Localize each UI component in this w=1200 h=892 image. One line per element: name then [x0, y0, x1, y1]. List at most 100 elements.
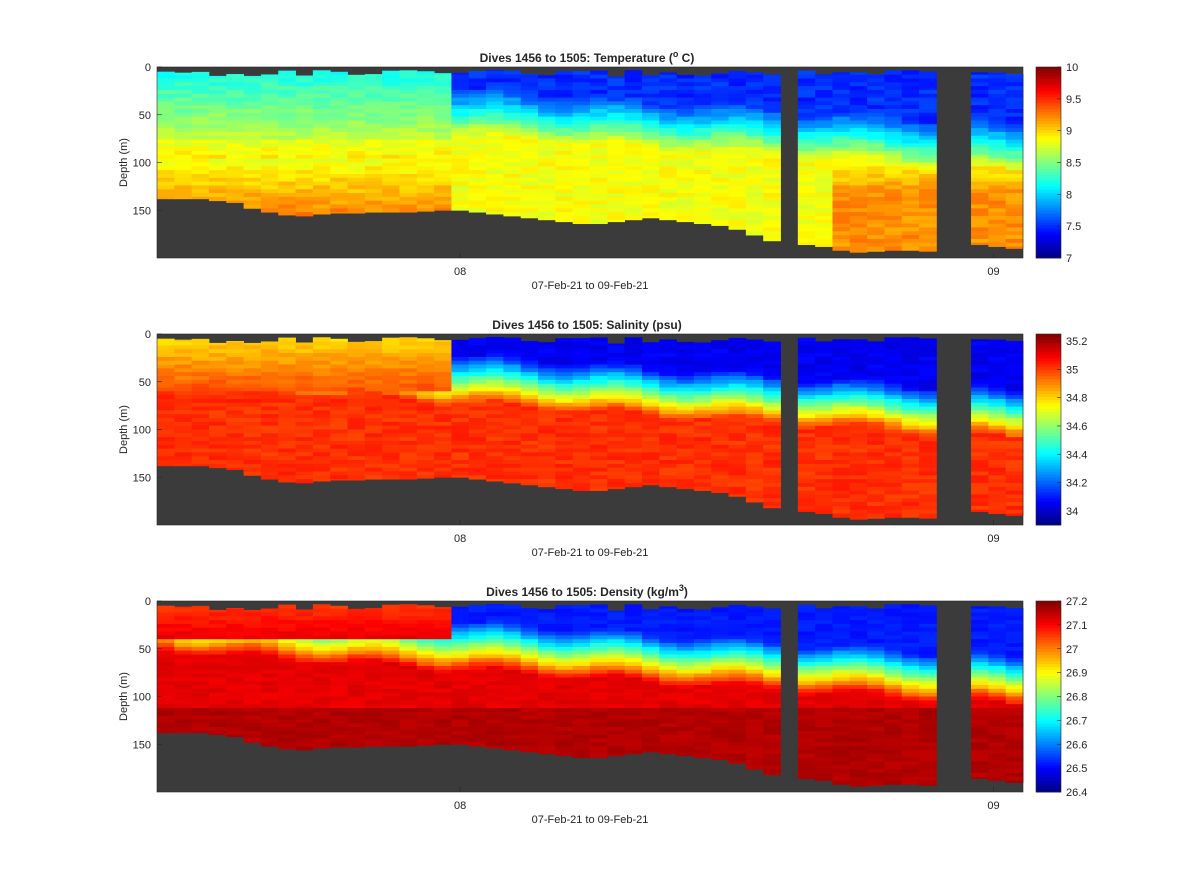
salinity-cell — [763, 414, 781, 419]
salinity-cell — [278, 372, 296, 377]
salinity-cell — [624, 460, 643, 465]
salinity-cell — [693, 353, 712, 358]
density-cell — [590, 662, 608, 667]
density-cell — [399, 738, 418, 743]
colorbar-segment — [1036, 420, 1061, 424]
density-cell — [555, 639, 574, 644]
salinity-cell — [191, 421, 210, 427]
salinity-cell — [260, 372, 279, 377]
temperature-cell — [174, 97, 193, 102]
temperature-cell — [919, 189, 937, 194]
salinity-cell — [607, 410, 626, 415]
salinity-cell — [538, 345, 556, 350]
salinity-cell — [174, 425, 193, 430]
colorbar-segment — [1036, 438, 1061, 442]
salinity-cell — [676, 421, 695, 427]
salinity-cell — [988, 490, 1007, 495]
temperature-cell — [520, 177, 539, 182]
temperature-cell — [416, 109, 435, 114]
temperature-cell — [434, 181, 452, 186]
temperature-cell — [174, 109, 193, 114]
temperature-cell — [867, 93, 885, 98]
salinity-cell — [330, 338, 348, 343]
salinity-cell — [468, 398, 487, 404]
density-cell — [607, 627, 626, 632]
temperature-cell — [382, 70, 400, 76]
temperature-cell — [971, 105, 989, 110]
salinity-cell — [832, 502, 851, 507]
temperature-cell — [486, 105, 504, 110]
temperature-cell — [988, 105, 1007, 110]
salinity-cell — [884, 437, 903, 442]
temperature-cell — [815, 105, 833, 110]
temperature-cell — [330, 208, 348, 213]
density-cell — [607, 711, 626, 716]
temperature-cell — [693, 181, 712, 186]
salinity-cell — [745, 364, 764, 369]
salinity-cell — [243, 353, 262, 358]
salinity-cell — [659, 448, 677, 453]
salinity-cell — [797, 349, 816, 354]
density-cell — [364, 662, 383, 667]
density-cell — [590, 669, 608, 674]
density-cell — [364, 608, 383, 610]
salinity-cell — [693, 460, 712, 465]
salinity-cell — [312, 440, 331, 446]
temperature-cell — [399, 74, 418, 79]
density-cell — [157, 723, 175, 728]
temperature-cell — [208, 82, 227, 87]
salinity-cell — [641, 463, 660, 469]
temperature-cell — [364, 74, 383, 76]
temperature-cell — [572, 166, 591, 171]
salinity-cell — [641, 349, 660, 354]
density-cell — [572, 605, 591, 610]
temperature-cell — [745, 93, 764, 98]
temperature-cell — [693, 212, 712, 217]
density-cell — [520, 719, 539, 724]
temperature-cell — [590, 93, 608, 98]
salinity-cell — [295, 471, 314, 476]
temperature-cell — [676, 196, 695, 202]
colorbar-segment — [1036, 249, 1061, 253]
density-cell — [208, 685, 227, 690]
salinity-cell — [243, 463, 262, 469]
salinity-cell — [711, 345, 729, 350]
temperature-cell — [260, 158, 279, 163]
colorbar-segment — [1036, 360, 1061, 365]
salinity-cell — [867, 410, 885, 415]
salinity-cell — [416, 364, 435, 369]
density-cell — [243, 669, 262, 674]
density-cell — [260, 677, 279, 682]
salinity-cell — [416, 433, 435, 438]
temperature-cell — [919, 93, 937, 98]
salinity-cell — [971, 433, 989, 438]
density-cell — [174, 654, 193, 659]
salinity-cell — [832, 486, 851, 492]
temperature-cell — [641, 185, 660, 190]
temperature-cell — [364, 173, 383, 179]
temperature-cell — [590, 154, 608, 160]
temperature-cell — [676, 135, 695, 140]
temperature-cell — [468, 162, 487, 167]
temperature-cell — [295, 131, 314, 137]
salinity-cell — [797, 433, 816, 438]
temperature-cell — [278, 170, 296, 175]
temperature-cell — [919, 231, 937, 236]
temperature-cell — [971, 151, 989, 156]
salinity-cell — [971, 406, 989, 411]
temperature-cell — [468, 109, 487, 114]
salinity-cell — [763, 341, 781, 346]
temperature-cell — [988, 166, 1007, 171]
salinity-cell — [486, 471, 504, 476]
density-cell — [486, 635, 504, 640]
temperature-cell — [555, 74, 574, 79]
density-cell — [382, 639, 400, 644]
salinity-cell — [590, 356, 608, 362]
density-cell — [416, 631, 435, 636]
temperature-cell — [260, 189, 279, 194]
density-cell — [503, 643, 522, 648]
salinity-cell — [451, 360, 470, 365]
salinity-cell — [607, 349, 626, 354]
salinity-cell — [555, 353, 574, 358]
salinity-cell — [919, 509, 937, 514]
